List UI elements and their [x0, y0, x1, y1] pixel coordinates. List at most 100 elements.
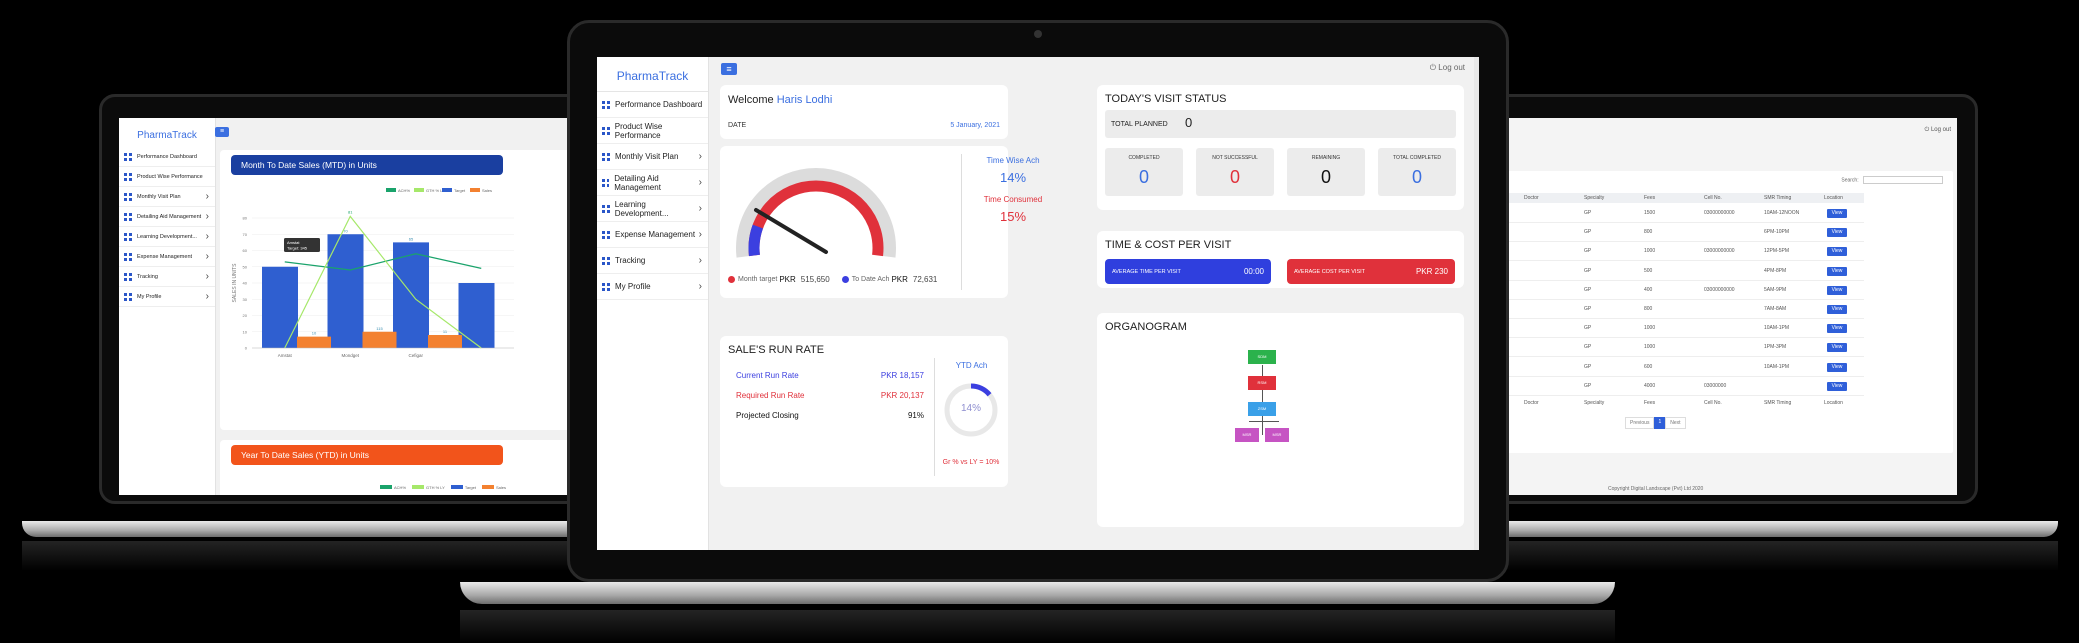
left-sidebar-item-7[interactable]: My Profile ›: [119, 287, 215, 307]
right-logout-link[interactable]: ⏻ Log out: [1924, 127, 1951, 133]
bar-data-label: 70: [343, 228, 348, 233]
view-button[interactable]: View: [1827, 209, 1847, 218]
bar-target[interactable]: [262, 266, 298, 348]
center-sidebar-item-5[interactable]: Expense Management ›: [597, 222, 708, 248]
bar-data-label: 11: [443, 329, 448, 334]
table-cell-fee: 500: [1644, 267, 1653, 274]
avg-time-value: 00:00: [1243, 267, 1264, 276]
center-sidebar-item-6[interactable]: Tracking ›: [597, 248, 708, 274]
left-menu-toggle-button[interactable]: ≡: [215, 127, 229, 137]
view-button[interactable]: View: [1827, 285, 1847, 295]
bar-target[interactable]: [327, 234, 364, 348]
org-node-rsm[interactable]: RSM: [1248, 376, 1276, 390]
table-cell-time: 6PM-10PM: [1764, 229, 1790, 236]
org-node-msr-1[interactable]: MSR: [1235, 428, 1259, 442]
sidebar-item-label: Expense Management: [137, 253, 193, 260]
grid-icon: [602, 230, 610, 239]
view-button[interactable]: View: [1827, 228, 1847, 238]
view-button[interactable]: View: [1827, 381, 1847, 391]
table-cell-spec: GP: [1584, 248, 1592, 255]
table-header-cell[interactable]: Doctor: [1524, 195, 1539, 201]
center-sidebar-item-7[interactable]: My Profile ›: [597, 274, 708, 300]
table-cell-cell: 03000000000: [1704, 248, 1735, 255]
table-header: Doctor Specialty Fees Cell No. SMR Timing Loc…: [1504, 193, 1864, 203]
chevron-right-icon: ›: [205, 271, 209, 282]
table-cell-fee: 1000: [1644, 248, 1656, 255]
table-cell-spec: GP: [1584, 325, 1592, 332]
to-date-dot: [841, 276, 849, 283]
visit-status-value: 0: [1411, 167, 1422, 187]
bar-sales[interactable]: [297, 336, 331, 348]
menu-toggle-button[interactable]: ≡: [721, 63, 737, 75]
visit-status-value: 0: [1320, 167, 1331, 187]
table-header-cell[interactable]: Specialty: [1584, 195, 1605, 201]
pager-page-1-button[interactable]: 1: [1654, 417, 1666, 429]
to-date-currency: PKR: [891, 275, 908, 284]
view-button[interactable]: View: [1827, 324, 1847, 334]
org-node-sdm[interactable]: SDM: [1248, 350, 1276, 364]
bar-sales[interactable]: [362, 331, 397, 348]
org-node-zsm[interactable]: ZSM: [1248, 402, 1276, 416]
left-sidebar-item-5[interactable]: Expense Management ›: [119, 247, 215, 267]
tooltip-line: Target: 345: [287, 246, 308, 251]
gauge-track: [736, 168, 896, 258]
center-sidebar-item-1[interactable]: Product Wise Performance: [597, 118, 708, 144]
table-cell-spec: GP: [1584, 267, 1592, 274]
time-consumed-label: Time Consumed: [983, 195, 1043, 204]
table-cell-fee: 1000: [1644, 325, 1656, 332]
view-button[interactable]: View: [1827, 266, 1847, 276]
right-logout-label: Log out: [1930, 127, 1951, 133]
center-sidebar-item-0[interactable]: Performance Dashboard: [597, 92, 708, 118]
y-tick-label: 40: [243, 281, 248, 286]
table-header-cell[interactable]: Location: [1824, 195, 1843, 201]
pager-previous-button[interactable]: Previous: [1625, 417, 1655, 429]
bar-target[interactable]: [393, 242, 429, 348]
view-button[interactable]: View: [1827, 305, 1847, 314]
grid-icon: [124, 232, 132, 241]
visit-status-label: TOTAL COMPLETED: [1393, 155, 1441, 161]
top-scrollbar[interactable]: [1474, 57, 1479, 550]
welcome-text: Welcome Haris Lodhi: [728, 94, 832, 106]
grid-icon: [124, 152, 132, 161]
center-sidebar-item-3[interactable]: Detailing Aid Management ›: [597, 170, 708, 196]
pager-next-button[interactable]: Next: [1665, 417, 1686, 429]
table-cell-time: 10AM-12NOON: [1764, 210, 1800, 216]
view-button[interactable]: View: [1827, 362, 1847, 372]
bar-target[interactable]: [458, 283, 495, 348]
right-search-input[interactable]: [1863, 176, 1943, 184]
bar-data-label: 10: [312, 331, 317, 336]
sidebar-item-label: My Profile: [137, 293, 162, 300]
run-rate-rows: Current Run Rate PKR 18,157 Required Run R…: [736, 371, 924, 431]
view-button[interactable]: View: [1827, 343, 1847, 353]
legend-swatch: [414, 188, 424, 192]
bar-sales[interactable]: [428, 335, 462, 348]
sidebar-item-label: Learning Development...: [614, 199, 669, 218]
center-sidebar-item-4[interactable]: Learning Development... ›: [597, 196, 708, 222]
table-header-cell[interactable]: Cell No.: [1704, 195, 1722, 201]
table-footer-row: Doctor Specialty Fees Cell No. SMR Timing Loc…: [1504, 398, 1864, 408]
center-brand-title: PharmaTrack: [616, 69, 689, 83]
table-footer-cell: Fees: [1644, 400, 1656, 406]
left-sidebar-item-3[interactable]: Detailing Aid Management ›: [119, 207, 215, 227]
table-cell-time: 1PM-3PM: [1764, 344, 1787, 351]
left-sidebar-item-1[interactable]: Product Wise Performance: [119, 167, 215, 187]
table-header-cell[interactable]: Fees: [1644, 195, 1656, 201]
visit-status-label: REMAINING: [1311, 155, 1341, 161]
left-sidebar-item-2[interactable]: Monthly Visit Plan ›: [119, 187, 215, 207]
sidebar-item-label: Monthly Visit Plan: [615, 152, 679, 161]
table-cell-spec: GP: [1584, 306, 1592, 312]
avg-cost-per-visit-pill: AVERAGE COST PER VISIT PKR 230: [1287, 259, 1455, 284]
org-node-msr-2[interactable]: MSR: [1265, 428, 1289, 442]
left-sidebar-item-6[interactable]: Tracking ›: [119, 267, 215, 287]
date-label: DATE: [728, 122, 747, 129]
ytd-ach-label: YTD Ach: [955, 361, 988, 370]
left-sidebar-item-4[interactable]: Learning Development... ›: [119, 227, 215, 247]
center-sidebar-item-2[interactable]: Monthly Visit Plan ›: [597, 144, 708, 170]
table-header-cell[interactable]: SMR Timing: [1764, 195, 1792, 201]
chevron-right-icon: ›: [205, 291, 209, 302]
ytd-ach-value: 14%: [960, 403, 981, 414]
left-sidebar-item-0[interactable]: Performance Dashboard: [119, 147, 215, 167]
logout-link[interactable]: ⏻ Log out: [1429, 63, 1465, 72]
view-button[interactable]: View: [1827, 247, 1847, 257]
sidebar-item-label: Monthly Visit Plan: [137, 193, 181, 200]
